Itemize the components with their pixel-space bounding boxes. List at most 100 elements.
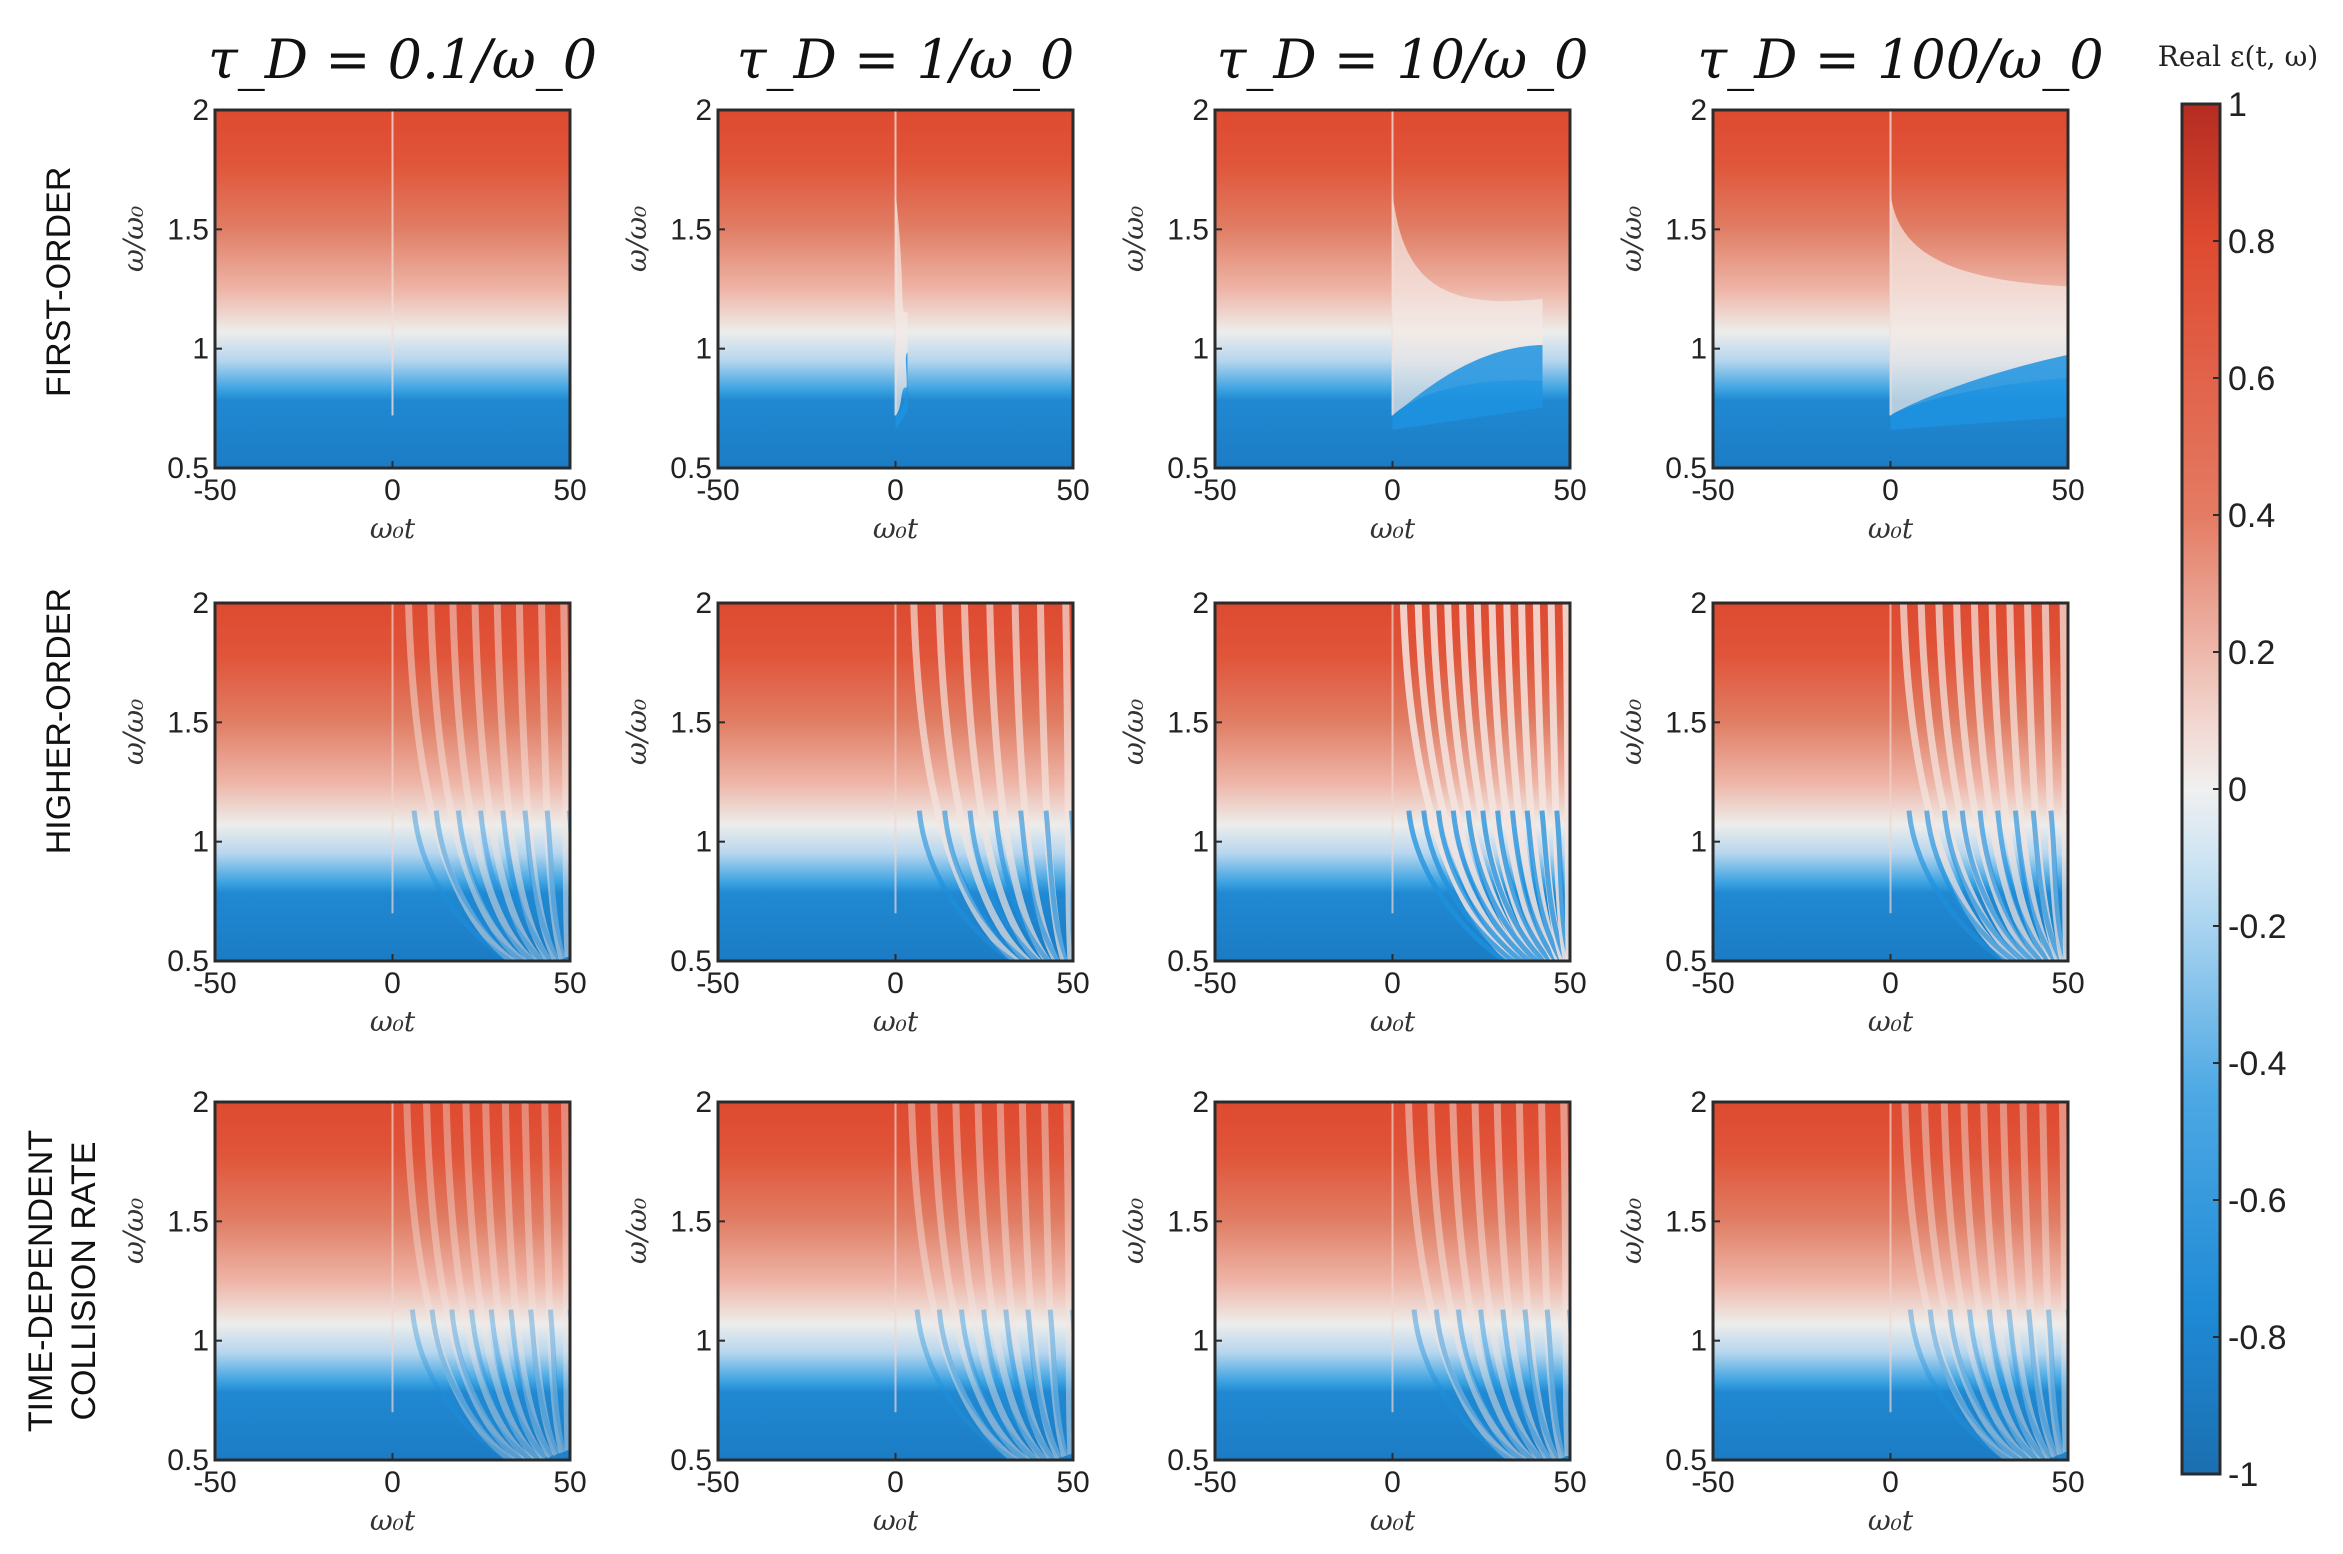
x-tick-label: 0 (887, 967, 904, 1000)
y-axis-label: ω/ω₀ (620, 1198, 653, 1264)
x-tick-label: 0 (1384, 474, 1401, 507)
oscillation-fringe-blue (508, 1309, 559, 1460)
oscillation-fringe-blue (1947, 1309, 2033, 1460)
y-tick-label: 1.5 (167, 706, 209, 739)
colorbar-tick-label: -0.8 (2228, 1319, 2287, 1357)
oscillation-fringe-blue (1465, 810, 1541, 961)
oscillation-fringe-blue (433, 810, 527, 961)
x-tick-label: -50 (1691, 967, 1734, 1000)
y-axis-label: ω/ω₀ (1615, 206, 1648, 272)
oscillation-fringe (1921, 1102, 2026, 1460)
y-tick-label: 0.5 (167, 1444, 209, 1477)
oscillation-fringe-blue (455, 810, 537, 961)
x-axis-label: ω₀t (873, 1005, 919, 1038)
y-tick-label: 1 (192, 333, 209, 366)
oscillation-fringe-blue (500, 810, 556, 961)
y-axis-label: ω/ω₀ (620, 206, 653, 272)
oscillation-fringe-blue (449, 1309, 536, 1460)
x-tick-label: -50 (193, 1466, 236, 1499)
row-labels: FIRST-ORDER HIGHER-ORDER TIME-DEPENDENT COL… (22, 167, 103, 1433)
oscillation-fringe-blue (1495, 810, 1554, 961)
oscillation-fringe (1427, 1102, 1529, 1460)
oscillation-fringe-blue (429, 1309, 526, 1460)
x-tick-label: -50 (1691, 474, 1734, 507)
x-tick-label: 50 (2051, 474, 2084, 507)
y-tick-label: 2 (1690, 587, 1707, 620)
x-axis-label: ω₀t (370, 512, 416, 545)
oscillation-fringe (403, 1102, 519, 1460)
row-label: TIME-DEPENDENT (22, 1130, 60, 1432)
oscillation-fringe (1471, 1102, 1547, 1460)
y-axis-label: ω/ω₀ (117, 1198, 150, 1264)
oscillation-fringe (1414, 603, 1525, 961)
heatmap-panel-r1-c3: 0.5 1 1.5 2 -50 0 50 ω₀t ω/ω₀ (1117, 94, 1587, 545)
y-tick-label: 1.5 (1167, 213, 1209, 246)
colorbar-tick-label: 0.6 (2228, 360, 2275, 398)
y-tick-label: 2 (1690, 94, 1707, 127)
x-tick-label: -50 (1193, 967, 1236, 1000)
y-axis-label: ω/ω₀ (1615, 1198, 1648, 1264)
y-tick-label: 1.5 (670, 706, 712, 739)
x-axis-label: ω₀t (1868, 512, 1914, 545)
y-axis-label: ω/ω₀ (1117, 699, 1150, 765)
y-tick-label: 1 (1690, 826, 1707, 859)
y-tick-label: 1 (695, 333, 712, 366)
oscillation-fringe (974, 1102, 1050, 1460)
oscillation-fringe-blue (2045, 1309, 2068, 1460)
blue-shift-band (895, 352, 908, 430)
oscillation-fringe-blue (1941, 810, 2028, 961)
x-tick-label: 0 (1882, 474, 1899, 507)
y-tick-label: 2 (1192, 94, 1209, 127)
x-tick-label: 50 (1056, 474, 1089, 507)
y-tick-label: 1.5 (1665, 1205, 1707, 1238)
oscillation-fringe (560, 603, 570, 958)
oscillation-fringe-blue (1003, 1309, 1059, 1460)
oscillation-fringe (515, 603, 560, 961)
heatmap-panel-r3-c1: 0.5 1 1.5 2 -50 0 50 ω₀t ω/ω₀ (117, 1086, 587, 1537)
oscillation-fringe-blue (942, 810, 1030, 961)
y-tick-label: 1 (192, 1325, 209, 1358)
y-tick-label: 2 (1690, 1086, 1707, 1119)
oscillation-fringe-blue (1435, 810, 1526, 961)
x-tick-label: 50 (553, 1466, 586, 1499)
x-tick-label: 50 (1553, 967, 1586, 1000)
heatmap-panel-r1-c1: 0.5 1 1.5 2 -50 0 50 ω₀t ω/ω₀ (117, 94, 587, 545)
oscillation-fringe (1062, 603, 1073, 961)
y-tick-label: 0.5 (1167, 452, 1209, 485)
oscillation-fringe-blue (2026, 1309, 2064, 1460)
oscillation-fringe (449, 603, 538, 961)
oscillation-fringe-blue (958, 1309, 1040, 1460)
y-axis-label: ω/ω₀ (1117, 206, 1150, 272)
row-label: COLLISION RATE (65, 1142, 103, 1421)
row-label: FIRST-ORDER (40, 167, 78, 397)
oscillation-fringe (1018, 1102, 1062, 1460)
oscillation-fringe-blue (478, 810, 547, 961)
x-tick-label: 0 (1882, 1466, 1899, 1499)
oscillation-fringe-blue (1509, 810, 1560, 961)
oscillation-fringe-blue (1455, 1309, 1537, 1460)
x-axis-label: ω₀t (1370, 512, 1416, 545)
x-axis-label: ω₀t (873, 1504, 919, 1537)
oscillation-fringe-blue (1018, 810, 1062, 961)
oscillation-fringe-blue (914, 1309, 1019, 1460)
y-tick-label: 1 (1192, 333, 1209, 366)
oscillation-fringe-blue (916, 810, 1018, 961)
oscillation-fringe (1940, 1102, 2035, 1460)
oscillation-fringe-blue (1522, 1309, 1564, 1460)
oscillation-fringe-blue (522, 810, 564, 961)
y-tick-label: 0.5 (167, 452, 209, 485)
oscillation-fringe-blue (1450, 810, 1534, 961)
x-tick-label: 0 (1384, 1466, 1401, 1499)
y-tick-label: 2 (695, 1086, 712, 1119)
oscillation-fringe-blue (1906, 810, 2010, 961)
y-tick-label: 2 (695, 94, 712, 127)
y-tick-label: 1 (1690, 1325, 1707, 1358)
y-tick-label: 0.5 (1665, 452, 1707, 485)
y-tick-label: 0.5 (167, 945, 209, 978)
oscillation-fringe (560, 1102, 570, 1451)
oscillation-fringe-blue (1047, 1309, 1073, 1460)
colorbar-tick-label: 0 (2228, 771, 2247, 809)
oscillation-fringe-blue (2006, 1309, 2058, 1460)
x-tick-label: -50 (696, 1466, 739, 1499)
x-axis-label: ω₀t (1370, 1504, 1416, 1537)
